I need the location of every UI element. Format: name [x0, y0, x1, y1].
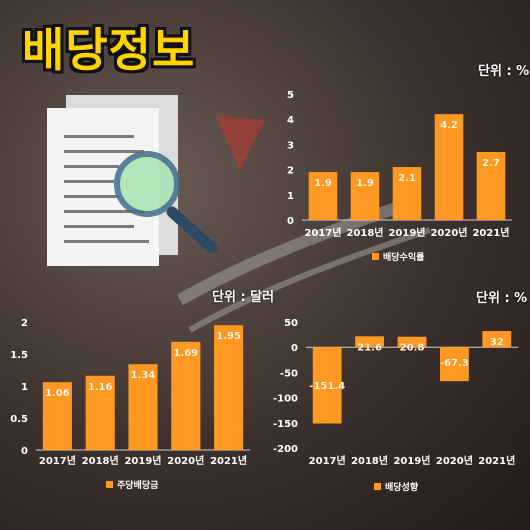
y-tick-label: -150	[273, 419, 298, 430]
category-label: 2019년	[393, 454, 430, 467]
bar	[482, 331, 512, 348]
category-label: 2018년	[351, 454, 388, 467]
category-label: 2021년	[472, 226, 509, 239]
y-tick-label: -100	[273, 394, 298, 405]
y-tick-label: 50	[284, 318, 298, 329]
bar	[476, 151, 506, 220]
data-label: 4.2	[440, 120, 458, 131]
category-label: 2017년	[304, 226, 341, 239]
data-label: 1.69	[173, 348, 198, 359]
bar	[85, 375, 115, 450]
data-label: 1.06	[45, 388, 70, 399]
y-tick-label: -200	[273, 444, 298, 455]
data-label: 1.34	[131, 370, 156, 381]
data-label: 32	[490, 337, 504, 348]
data-label: -67.3	[440, 358, 469, 369]
y-tick-label: 2	[287, 166, 294, 177]
category-label: 2020년	[430, 226, 467, 239]
bar	[308, 172, 338, 220]
legend-swatch	[106, 481, 113, 488]
y-tick-label: 1	[21, 382, 28, 393]
legend-label: 배당성향	[385, 481, 419, 493]
category-label: 2018년	[346, 226, 383, 239]
bar	[397, 336, 427, 348]
y-tick-label: 2	[21, 318, 28, 329]
bar	[214, 325, 244, 450]
category-label: 2019년	[388, 226, 425, 239]
logo-mark-icon	[215, 115, 265, 170]
data-label: 20.8	[400, 343, 425, 354]
data-label: 1.16	[88, 382, 113, 393]
data-label: 1.9	[356, 178, 374, 189]
unit-label-yield: 단위 : %	[478, 64, 530, 79]
y-tick-label: 0.5	[10, 414, 28, 425]
category-label: 2017년	[39, 454, 76, 467]
data-label: 1.9	[314, 178, 332, 189]
bar	[392, 167, 422, 220]
y-tick-label: 1.5	[10, 350, 28, 361]
dividend-per-share-chart: 0 0.5 1 1.5 2 1.06 2017년 1.16 2018년 1.34 2019년 1.69…	[10, 318, 250, 491]
bar	[439, 347, 469, 382]
legend-swatch	[372, 253, 379, 260]
category-label: 2020년	[436, 454, 473, 467]
y-tick-label: 3	[287, 140, 294, 151]
bar	[42, 382, 72, 450]
y-tick-label: 5	[287, 90, 294, 101]
unit-label-growth: 단위 : %	[476, 291, 528, 306]
category-label: 2021년	[210, 454, 247, 467]
y-tick-label: 0	[21, 446, 28, 457]
y-tick-label: 4	[287, 115, 294, 126]
unit-label-dps: 단위 : 달러	[212, 290, 275, 305]
data-label: 2.7	[482, 158, 500, 169]
bar	[355, 336, 385, 348]
bar	[128, 364, 158, 450]
legend-label: 주당배당금	[117, 479, 159, 491]
category-label: 2020년	[167, 454, 204, 467]
bar	[434, 114, 464, 220]
bar	[171, 341, 201, 450]
legend-label: 배당수익률	[383, 251, 424, 263]
y-tick-label: 1	[287, 191, 294, 202]
data-label: -151.4	[309, 381, 345, 392]
page-title: 배당정보	[22, 23, 196, 77]
category-label: 2019년	[124, 454, 161, 467]
legend-swatch	[374, 483, 381, 490]
data-label: 2.1	[398, 173, 416, 184]
magnifier-icon	[114, 151, 218, 254]
bar	[350, 172, 380, 220]
category-label: 2017년	[309, 454, 346, 467]
category-label: 2018년	[82, 454, 119, 467]
watermark-stroke-icon	[177, 194, 431, 333]
y-tick-label: -50	[280, 368, 298, 379]
y-tick-label: 0	[291, 343, 298, 354]
y-tick-label: 0	[287, 216, 294, 227]
payout-ratio-chart: 50 0 -50 -100 -150 -200 -151.4 2017년 21.6 2018년 20…	[273, 318, 518, 493]
dividend-yield-chart: 0 1 2 3 4 5 1.9 2017년 1.9 2018년 2.1 2019년 4.2 2020년 2.…	[287, 90, 512, 263]
bar	[312, 347, 342, 424]
data-label: 1.95	[216, 331, 241, 342]
category-label: 2021년	[478, 454, 515, 467]
data-label: 21.6	[357, 342, 382, 353]
